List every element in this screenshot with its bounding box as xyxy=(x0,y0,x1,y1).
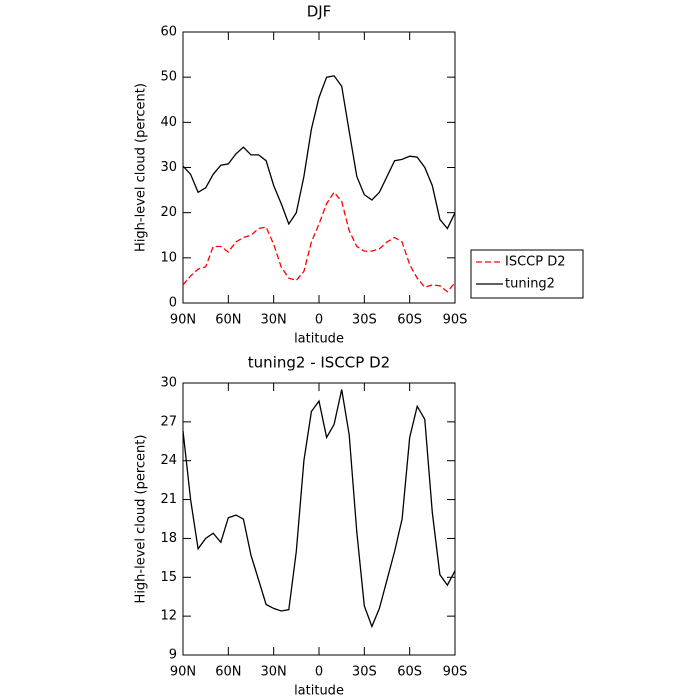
x-tick-label: 60N xyxy=(215,313,241,328)
y-tick-label: 30 xyxy=(160,376,177,391)
y-tick-label: 27 xyxy=(160,414,177,429)
legend-label: tuning2 xyxy=(505,277,555,292)
x-tick-label: 0 xyxy=(315,313,323,328)
x-tick-label: 60N xyxy=(215,665,241,680)
x-tick-label: 90N xyxy=(170,313,196,328)
data-line xyxy=(182,75,456,230)
x-axis-label: latitude xyxy=(294,332,344,347)
y-tick-label: 15 xyxy=(160,570,177,585)
x-tick-label: 60S xyxy=(397,665,422,680)
plot-frame xyxy=(182,382,456,656)
y-tick-label: 0 xyxy=(169,296,177,311)
x-tick-label: 60S xyxy=(397,313,422,328)
legend-box xyxy=(470,249,584,299)
y-tick-label: 24 xyxy=(160,453,177,468)
data-line xyxy=(182,389,456,629)
y-tick-label: 21 xyxy=(160,492,177,507)
y-tick-label: 12 xyxy=(160,609,177,624)
plot-frame xyxy=(182,31,456,304)
x-tick-label: 30S xyxy=(352,313,377,328)
x-tick-label: 30N xyxy=(261,665,287,680)
y-tick-label: 30 xyxy=(160,160,177,175)
x-tick-label: 90N xyxy=(170,665,196,680)
data-line xyxy=(182,191,456,293)
x-tick-label: 90S xyxy=(443,665,468,680)
y-axis-label: High-level cloud (percent) xyxy=(134,435,149,604)
y-tick-label: 50 xyxy=(160,70,177,85)
y-tick-label: 18 xyxy=(160,531,177,546)
x-tick-label: 30S xyxy=(352,665,377,680)
x-axis-label: latitude xyxy=(294,684,344,699)
x-tick-label: 0 xyxy=(315,665,323,680)
y-tick-label: 9 xyxy=(169,648,177,663)
chart-title: DJF xyxy=(307,3,332,21)
chart-title: tuning2 - ISCCP D2 xyxy=(248,354,390,372)
legend-label: ISCCP D2 xyxy=(505,255,566,270)
x-tick-label: 90S xyxy=(443,313,468,328)
y-tick-label: 10 xyxy=(160,250,177,265)
x-tick-label: 30N xyxy=(261,313,287,328)
y-tick-label: 60 xyxy=(160,25,177,40)
y-tick-label: 40 xyxy=(160,115,177,130)
y-axis-label: High-level cloud (percent) xyxy=(134,83,149,252)
y-tick-label: 20 xyxy=(160,205,177,220)
